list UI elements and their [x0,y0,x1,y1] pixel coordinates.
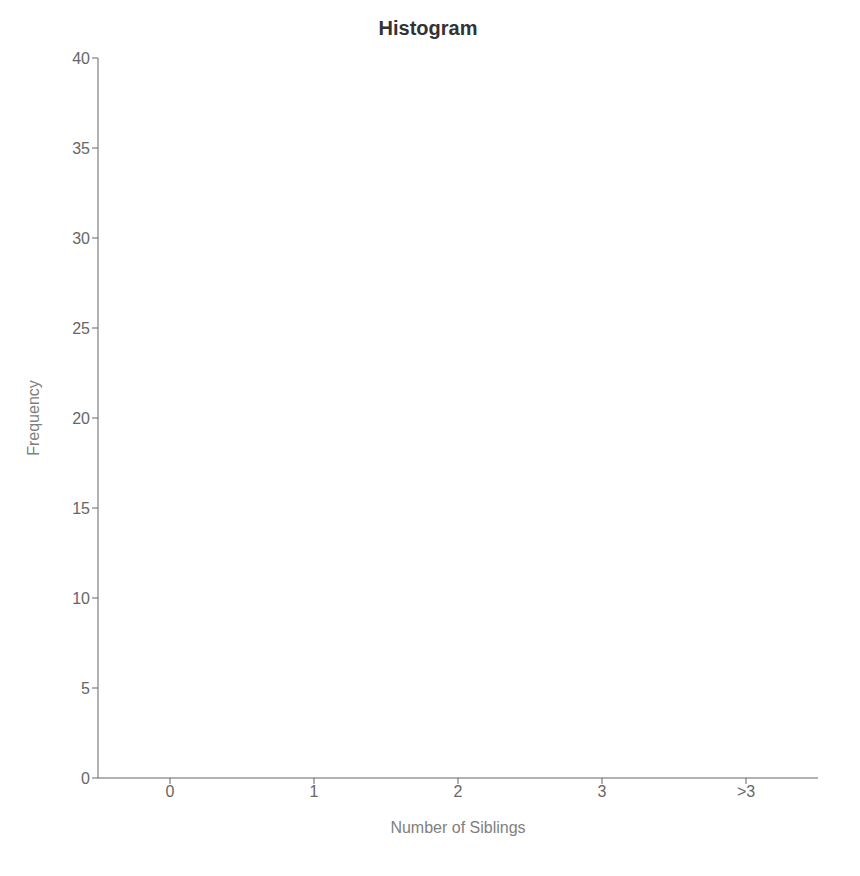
svg-text:Number of Siblings: Number of Siblings [390,819,525,836]
html-text:Histogram: Histogram [378,17,478,39]
svg-text:1: 1 [310,783,319,800]
svg-text:0: 0 [166,783,175,800]
svg-text:Frequency: Frequency [25,380,42,456]
svg-text:3: 3 [598,783,607,800]
svg-text:40: 40 [72,50,90,67]
svg-text:0: 0 [81,770,90,787]
svg-text:>3: >3 [737,783,755,800]
svg-text:25: 25 [72,320,90,337]
svg-text:30: 30 [72,230,90,247]
svg-text:35: 35 [72,140,90,157]
svg-text:10: 10 [72,590,90,607]
svg-text:15: 15 [72,500,90,517]
svg-text:20: 20 [72,410,90,427]
svg-text:2: 2 [454,783,463,800]
svg-text:5: 5 [81,680,90,697]
